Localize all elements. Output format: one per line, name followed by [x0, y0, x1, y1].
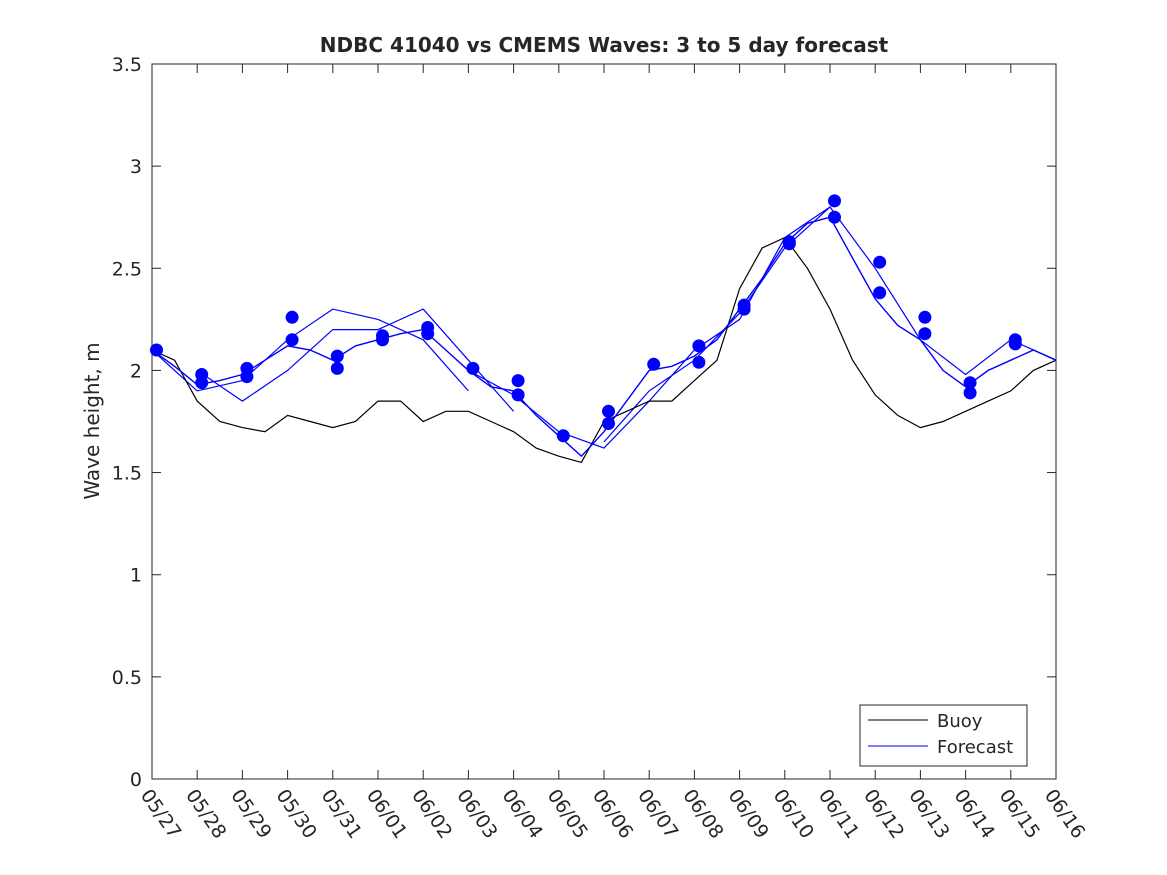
x-tick-label: 06/06	[588, 785, 637, 842]
forecast-line	[152, 216, 1056, 458]
x-tick-label: 06/10	[769, 785, 818, 842]
x-tick-label: 06/14	[950, 785, 999, 842]
x-tick-label: 06/11	[814, 785, 863, 842]
legend: Buoy Forecast	[859, 704, 1028, 767]
forecast-point	[330, 361, 344, 375]
forecast-point	[828, 194, 841, 208]
x-tick-label: 06/03	[452, 785, 501, 842]
forecast-point	[511, 388, 525, 402]
x-tick-label: 06/07	[633, 785, 682, 842]
y-axis-label: Wave height, m	[80, 342, 104, 499]
forecast-point	[692, 339, 706, 353]
y-tick-label: 1	[130, 565, 142, 587]
y-tick-label: 2	[130, 360, 142, 382]
x-tick-label: 06/05	[543, 785, 592, 842]
forecast-point	[963, 386, 977, 400]
forecast-point	[828, 210, 841, 224]
y-tick-label: 0.5	[112, 667, 142, 689]
legend-forecast-label: Forecast	[937, 737, 1013, 758]
x-tick-label: 05/30	[272, 785, 321, 842]
x-tick-label: 06/13	[904, 785, 953, 842]
y-tick-label: 1.5	[112, 463, 142, 485]
forecast-point	[873, 255, 887, 269]
forecast-point	[376, 333, 389, 347]
x-tick-label: 06/02	[407, 785, 456, 842]
forecast-point	[285, 310, 299, 324]
forecast-point	[873, 286, 887, 300]
forecast-point	[602, 404, 615, 418]
x-tick-label: 06/16	[1040, 785, 1089, 842]
forecast-point	[285, 333, 299, 347]
forecast-point	[1008, 337, 1022, 351]
forecast-point	[195, 376, 209, 390]
y-tick-label: 2.5	[112, 258, 142, 280]
forecast-point	[918, 327, 932, 341]
legend-box	[859, 704, 1028, 767]
x-tick-label: 06/12	[859, 785, 908, 842]
forecast-point	[737, 302, 751, 316]
y-tick-label: 3	[130, 156, 142, 178]
forecast-run-line-4	[603, 206, 1056, 443]
x-tick-label: 05/27	[136, 785, 185, 842]
x-tick-label: 05/29	[226, 785, 275, 842]
forecast-run-line-1	[152, 308, 469, 392]
chart-title: NDBC 41040 vs CMEMS Waves: 3 to 5 day fo…	[320, 33, 889, 57]
forecast-point	[963, 376, 977, 390]
forecast-point	[602, 417, 615, 430]
forecast-point	[782, 237, 796, 251]
forecast-point	[647, 357, 661, 371]
forecast-point	[918, 310, 932, 324]
forecast-point	[511, 374, 525, 388]
legend-buoy-label: Buoy	[937, 711, 983, 732]
y-tick-label: 3.5	[112, 54, 142, 76]
forecast-point	[556, 429, 570, 443]
x-tick-label: 06/04	[498, 785, 547, 842]
x-tick-label: 06/15	[995, 785, 1044, 842]
x-tick-label: 06/09	[724, 785, 773, 842]
forecast-point	[692, 355, 706, 369]
x-tick-label: 06/01	[362, 785, 411, 842]
forecast-point	[421, 327, 435, 341]
x-tick-label: 05/28	[181, 785, 230, 842]
buoy-line	[152, 236, 1056, 464]
forecast-point	[330, 349, 344, 363]
forecast-run-line-2	[196, 308, 515, 412]
y-tick-label: 0	[130, 769, 142, 791]
forecast-point	[240, 370, 254, 384]
forecast-point	[466, 361, 480, 375]
forecast-run-line-3	[468, 206, 831, 449]
forecast-point	[150, 343, 163, 357]
x-tick-label: 06/08	[678, 785, 727, 842]
x-tick-label: 05/31	[317, 785, 366, 842]
